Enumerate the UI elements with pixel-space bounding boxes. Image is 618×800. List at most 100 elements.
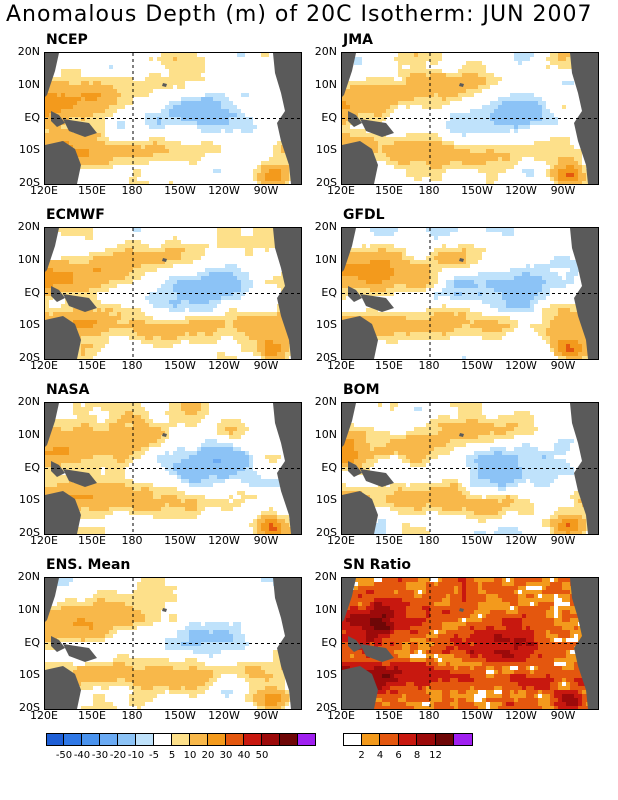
- map-field: [341, 402, 599, 535]
- longitude-label: 150W: [164, 184, 196, 197]
- longitude-label: 180: [418, 184, 440, 197]
- page-title: Anomalous Depth (m) of 20C Isotherm: JUN…: [6, 2, 593, 27]
- latitude-label: 20N: [17, 570, 40, 583]
- panel-title: NCEP: [46, 32, 88, 48]
- panel-title: GFDL: [343, 207, 385, 223]
- longitude-label: 120E: [30, 534, 58, 547]
- colorbar-swatch: [208, 733, 226, 746]
- longitude-label: 120W: [208, 534, 240, 547]
- longitude-label: 90W: [550, 359, 576, 372]
- longitude-label: 120E: [30, 359, 58, 372]
- latitude-label: 20S: [19, 701, 40, 714]
- colorbar-label: 30: [219, 750, 233, 761]
- colorbar-swatch: [244, 733, 262, 746]
- colorbar-swatch: [226, 733, 244, 746]
- colorbar-swatch: [136, 733, 154, 746]
- panel-title: BOM: [343, 382, 380, 398]
- colorbar-label: -30: [91, 750, 109, 761]
- latitude-label: EQ: [321, 110, 337, 124]
- longitude-label: 180: [121, 709, 143, 722]
- colorbar-swatch: [380, 733, 399, 746]
- longitude-label: 120W: [208, 359, 240, 372]
- latitude-label: 20N: [17, 395, 40, 408]
- longitude-label: 180: [121, 184, 143, 197]
- colorbar-label: -50: [55, 750, 73, 761]
- colorbar-label: 12: [429, 750, 442, 761]
- colorbar-frame: [343, 733, 473, 746]
- longitude-label: 120E: [30, 709, 58, 722]
- colorbar-swatch: [118, 733, 136, 746]
- colorbar-swatch: [64, 733, 82, 746]
- longitude-label: 120E: [327, 534, 355, 547]
- latitude-label: 20N: [314, 395, 337, 408]
- latitude-label: 20S: [19, 526, 40, 539]
- latitude-label: 10S: [19, 143, 40, 157]
- longitude-label: 150E: [375, 534, 403, 547]
- longitude-label: 150E: [375, 359, 403, 372]
- latitude-label: 10N: [314, 602, 337, 616]
- latitude-label: 10N: [17, 602, 40, 616]
- panel-title: NASA: [46, 382, 90, 398]
- panel-title: SN Ratio: [343, 557, 412, 573]
- longitude-label: 150W: [461, 709, 493, 722]
- longitude-label: 120E: [327, 709, 355, 722]
- longitude-label: 150E: [375, 709, 403, 722]
- latitude-label: 20S: [316, 351, 337, 364]
- colorbar-swatch: [417, 733, 436, 746]
- colorbar-swatch: [172, 733, 190, 746]
- latitude-label: EQ: [321, 285, 337, 299]
- longitude-label: 120W: [505, 359, 537, 372]
- map-field: [341, 52, 599, 185]
- map-field: [44, 52, 302, 185]
- map-field: [341, 577, 599, 710]
- latitude-label: 20N: [17, 45, 40, 58]
- latitude-label: 20S: [316, 526, 337, 539]
- colorbar-frame: [46, 733, 316, 746]
- longitude-label: 150W: [164, 359, 196, 372]
- map-field: [44, 227, 302, 360]
- longitude-label: 180: [121, 534, 143, 547]
- latitude-label: EQ: [24, 635, 40, 649]
- latitude-label: 20S: [19, 351, 40, 364]
- colorbar-label: 5: [168, 750, 176, 761]
- latitude-label: 10N: [314, 77, 337, 91]
- latitude-label: EQ: [321, 460, 337, 474]
- longitude-label: 120E: [327, 184, 355, 197]
- latitude-label: 10S: [316, 668, 337, 682]
- panel-title: ENS. Mean: [46, 557, 131, 573]
- colorbar-label: 40: [237, 750, 251, 761]
- longitude-label: 120W: [505, 184, 537, 197]
- longitude-label: 120W: [505, 534, 537, 547]
- colorbar-label: -20: [109, 750, 127, 761]
- panel-title: ECMWF: [46, 207, 105, 223]
- latitude-label: 10S: [19, 318, 40, 332]
- longitude-label: 180: [121, 359, 143, 372]
- longitude-label: 150W: [461, 359, 493, 372]
- latitude-label: 20S: [19, 176, 40, 189]
- colorbar-swatch: [82, 733, 100, 746]
- latitude-label: EQ: [24, 110, 40, 124]
- map-field: [341, 227, 599, 360]
- colorbar-swatch: [361, 733, 380, 746]
- longitude-label: 90W: [253, 534, 279, 547]
- latitude-label: 10N: [314, 427, 337, 441]
- longitude-label: 90W: [550, 184, 576, 197]
- longitude-label: 90W: [550, 709, 576, 722]
- longitude-label: 150W: [164, 709, 196, 722]
- latitude-label: 10S: [316, 143, 337, 157]
- longitude-label: 150W: [461, 534, 493, 547]
- longitude-label: 120E: [30, 184, 58, 197]
- longitude-label: 150E: [375, 184, 403, 197]
- panel-title: JMA: [343, 32, 373, 48]
- colorbar-swatch: [100, 733, 118, 746]
- longitude-label: 180: [418, 359, 440, 372]
- latitude-label: 20N: [314, 45, 337, 58]
- longitude-label: 120E: [327, 359, 355, 372]
- colorbar-swatch: [280, 733, 298, 746]
- longitude-label: 150E: [78, 709, 106, 722]
- latitude-label: 20N: [314, 220, 337, 233]
- latitude-label: EQ: [321, 635, 337, 649]
- colorbar-label: 6: [395, 750, 402, 761]
- latitude-label: 10S: [19, 493, 40, 507]
- colorbar-label: 50: [255, 750, 269, 761]
